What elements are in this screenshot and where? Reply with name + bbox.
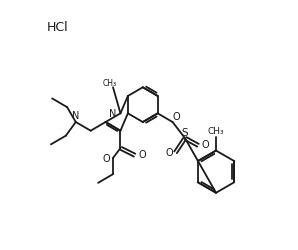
Text: O: O	[201, 140, 209, 150]
Text: N: N	[109, 109, 117, 119]
Text: O: O	[139, 150, 146, 160]
Text: CH₃: CH₃	[102, 78, 116, 88]
Text: N: N	[72, 110, 80, 120]
Text: O: O	[165, 147, 173, 157]
Text: HCl: HCl	[46, 21, 68, 34]
Text: O: O	[173, 111, 180, 121]
Text: CH₃: CH₃	[208, 127, 224, 136]
Text: O: O	[102, 154, 110, 163]
Text: S: S	[182, 128, 188, 138]
